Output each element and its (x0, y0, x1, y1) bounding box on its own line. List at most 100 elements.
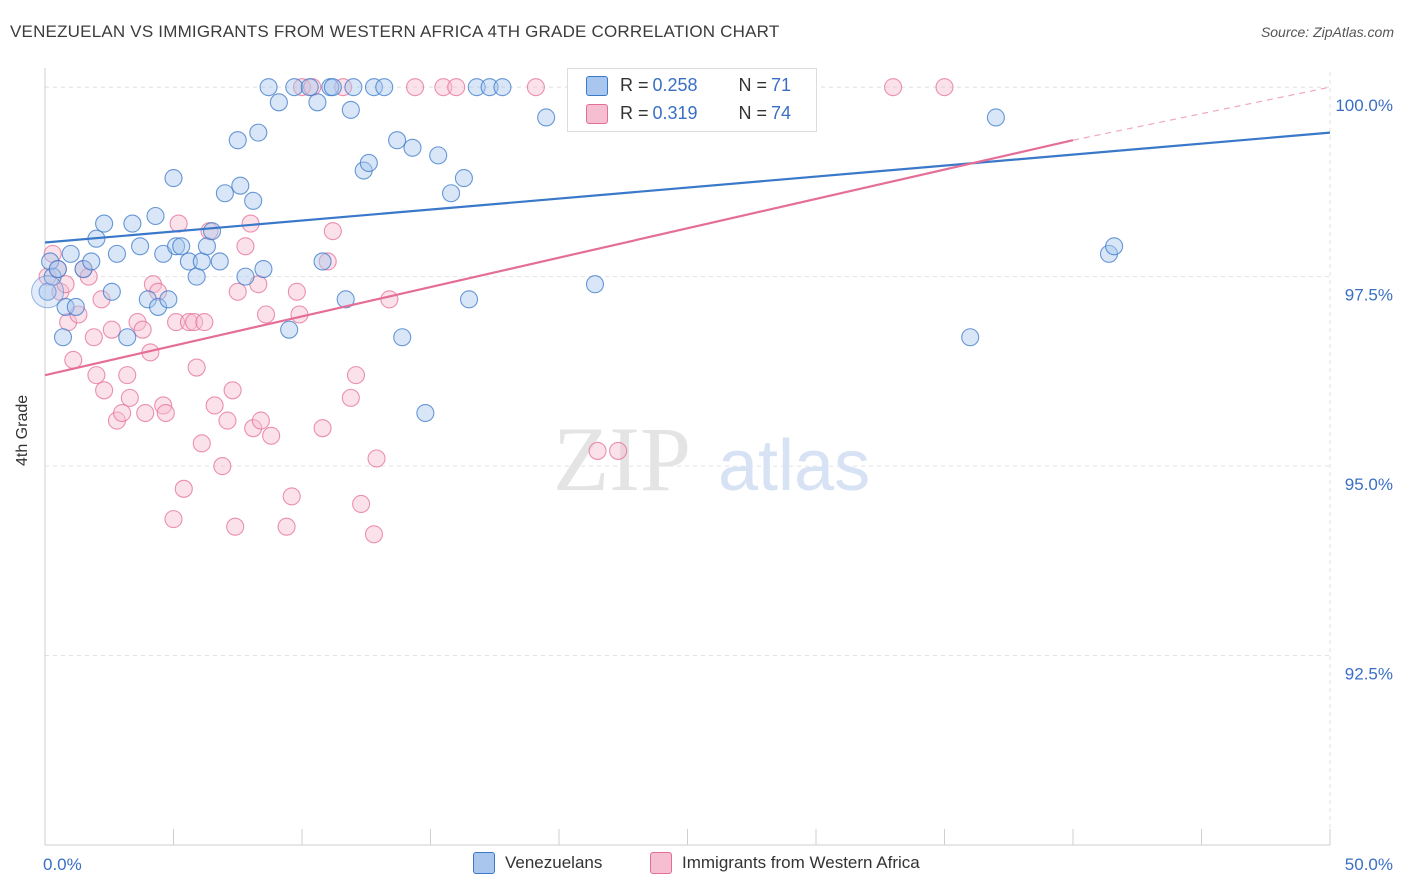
western-africa-point (228, 282, 247, 301)
western-africa-point (167, 313, 186, 332)
venezuelans-point (454, 169, 473, 188)
venezuelans-point (364, 78, 384, 97)
venezuelans-point (56, 297, 75, 316)
venezuelans-point (300, 78, 319, 97)
x-tick-label: 0.0% (43, 855, 82, 874)
venezuelans-point (149, 297, 168, 316)
venezuelans-point (285, 78, 304, 97)
axes (44, 68, 1331, 846)
western-africa-point (113, 403, 132, 423)
western-africa-point (118, 366, 137, 385)
venezuelans-point (393, 328, 412, 347)
r-value: 0.258 (652, 75, 698, 95)
r-label: R = (620, 103, 649, 123)
western-africa-trend-line (44, 139, 1074, 377)
western-africa-point (251, 411, 270, 430)
venezuelans-point (138, 290, 157, 309)
western-africa-point (174, 479, 193, 498)
venezuelans-point (313, 252, 332, 271)
western-africa-point (526, 78, 545, 97)
venezuelans-point (231, 176, 250, 195)
western-africa-point (187, 358, 206, 377)
legend-item-western-africa[interactable]: Immigrants from Western Africa (650, 852, 920, 874)
venezuelans-point (254, 259, 273, 279)
r-value: 0.319 (652, 103, 698, 123)
western-africa-point (213, 457, 232, 476)
western-africa-point (192, 434, 211, 453)
venezuelans-point (31, 275, 65, 309)
venezuelans-point (215, 184, 234, 203)
western-africa-point (262, 426, 281, 445)
western-africa-point (282, 487, 301, 506)
western-africa-point (352, 494, 371, 514)
legend-row-venezuelans: R = 0.258 N = 71 (586, 75, 791, 96)
western-africa-point (447, 78, 466, 97)
venezuelans-point (259, 78, 278, 97)
venezuelans-point (74, 259, 93, 279)
venezuelans-point (323, 78, 342, 97)
western-africa-point (84, 328, 103, 347)
western-africa-point (38, 267, 57, 286)
y-tick-label: 97.5% (1345, 286, 1393, 305)
legend-item-venezuelans[interactable]: Venezuelans (473, 852, 602, 874)
venezuelans-point (308, 93, 327, 112)
western-africa-trend-extension (1072, 86, 1331, 141)
venezuelans-point (359, 153, 378, 172)
western-africa-point (367, 449, 386, 468)
venezuelans-point (197, 237, 216, 256)
venezuelans-point (375, 78, 394, 97)
correlation-legend: R = 0.258 N = 71 R = 0.319 N = 74 (567, 68, 817, 132)
western-africa-point (223, 381, 242, 400)
venezuelans-point (459, 290, 479, 309)
venezuelans-point (131, 237, 150, 256)
western-africa-point (218, 411, 237, 430)
venezuelans-point (1105, 237, 1124, 256)
venezuelans-point (187, 267, 206, 286)
venezuelans-point (467, 78, 486, 97)
western-africa-point (87, 366, 106, 385)
venezuelans-point (986, 108, 1005, 127)
venezuelans-point (179, 252, 198, 271)
venezuelans-point (280, 320, 299, 339)
western-africa-point (205, 396, 224, 415)
venezuelans-point (341, 100, 360, 119)
western-africa-point (277, 517, 296, 536)
venezuelans-point (167, 237, 186, 256)
western-africa-point (226, 517, 245, 536)
western-africa-point (588, 441, 607, 460)
pink-swatch-icon (650, 852, 672, 874)
western-africa-point (292, 78, 312, 97)
venezuelans-point (118, 328, 137, 347)
western-africa-point (179, 313, 198, 332)
western-africa-point (364, 525, 384, 544)
western-africa-point (434, 78, 453, 97)
western-africa-point (609, 441, 628, 460)
western-africa-point (406, 78, 425, 97)
n-value: 71 (771, 75, 792, 95)
source-credit: Source: ZipAtlas.com (1260, 24, 1394, 40)
western-africa-point (287, 282, 306, 301)
western-africa-point (341, 388, 360, 407)
western-africa-point (323, 222, 342, 241)
pink-swatch-icon (586, 103, 608, 124)
venezuelans-point (388, 131, 407, 150)
venezuelans-point (164, 169, 183, 188)
blue-swatch-icon (473, 852, 495, 874)
venezuelans-point (537, 108, 556, 127)
venezuelans-point (41, 252, 60, 271)
venezuelans-point (102, 282, 121, 301)
western-africa-point (256, 305, 276, 324)
venezuelans-point (493, 78, 512, 97)
chart-title: VENEZUELAN VS IMMIGRANTS FROM WESTERN AF… (10, 22, 780, 41)
western-africa-point (236, 237, 255, 256)
venezuelans-point (159, 290, 178, 309)
western-africa-point (95, 381, 114, 400)
y-tick-label: 100.0% (1335, 96, 1393, 115)
venezuelans-point (249, 123, 268, 142)
western-africa-point (164, 510, 183, 529)
y-tick-labels: 92.5% 95.0% 97.5% 100.0% (1335, 96, 1393, 683)
venezuelans-point (82, 252, 101, 271)
western-africa-point (133, 320, 152, 339)
venezuelans-point (107, 244, 127, 263)
